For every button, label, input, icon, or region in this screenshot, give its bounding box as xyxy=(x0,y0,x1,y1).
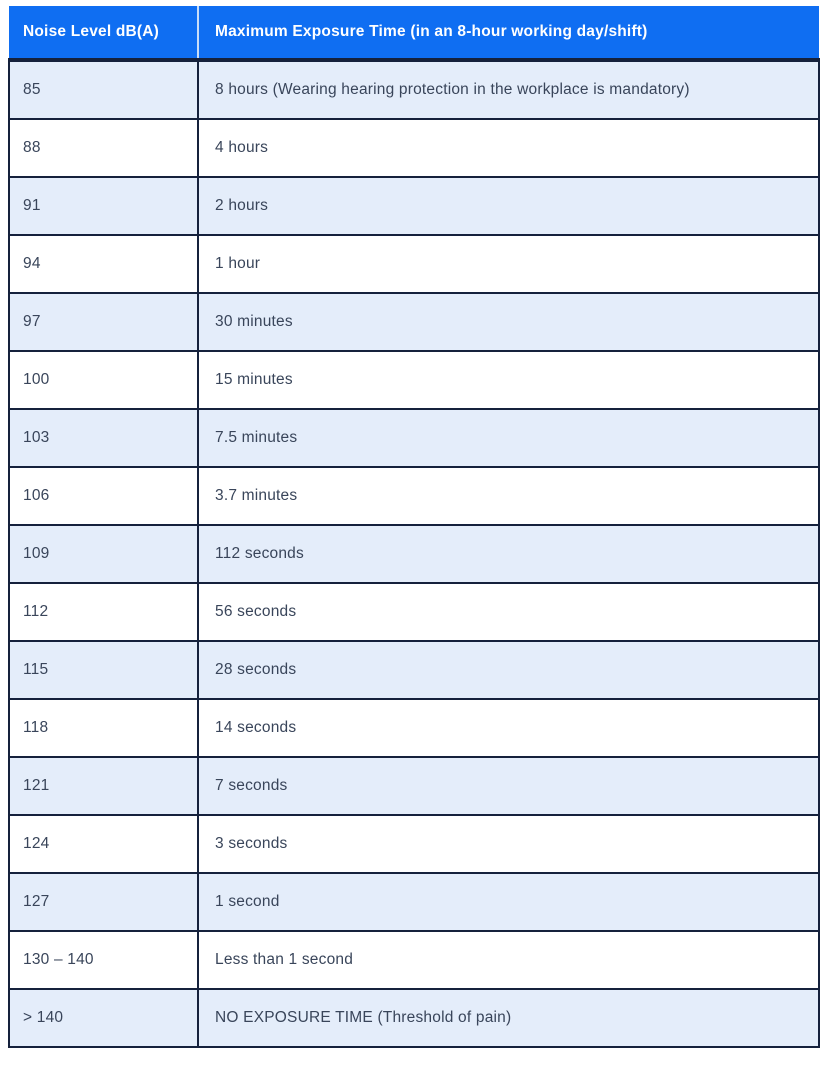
exposure-time-cell: 8 hours (Wearing hearing protection in t… xyxy=(197,59,820,120)
exposure-time-header: Maximum Exposure Time (in an 8-hour work… xyxy=(197,6,819,62)
exposure-time-cell: 7.5 minutes xyxy=(197,408,820,468)
table-row: 127 1 second xyxy=(8,872,820,932)
noise-level-cell: 109 xyxy=(8,524,199,584)
noise-level-cell: 121 xyxy=(8,756,199,816)
exposure-time-cell: 1 second xyxy=(197,872,820,932)
exposure-time-cell: NO EXPOSURE TIME (Threshold of pain) xyxy=(197,988,820,1048)
table-row: 103 7.5 minutes xyxy=(8,408,820,468)
exposure-time-cell: 3 seconds xyxy=(197,814,820,874)
header-row: Noise Level dB(A) Maximum Exposure Time … xyxy=(9,6,819,62)
exposure-time-cell: 112 seconds xyxy=(197,524,820,584)
exposure-time-cell: 7 seconds xyxy=(197,756,820,816)
table-row: 112 56 seconds xyxy=(8,582,820,642)
table-row: 88 4 hours xyxy=(8,118,820,178)
noise-level-cell: 112 xyxy=(8,582,199,642)
exposure-time-cell: Less than 1 second xyxy=(197,930,820,990)
noise-level-cell: 94 xyxy=(8,234,199,294)
exposure-time-cell: 56 seconds xyxy=(197,582,820,642)
table-row: 109 112 seconds xyxy=(8,524,820,584)
noise-level-cell: 100 xyxy=(8,350,199,410)
noise-level-cell: 127 xyxy=(8,872,199,932)
noise-level-cell: 85 xyxy=(8,59,199,120)
exposure-time-cell: 28 seconds xyxy=(197,640,820,700)
exposure-time-cell: 14 seconds xyxy=(197,698,820,758)
table-row: 100 15 minutes xyxy=(8,350,820,410)
table-header: Noise Level dB(A) Maximum Exposure Time … xyxy=(9,6,819,62)
noise-exposure-table-container: Noise Level dB(A) Maximum Exposure Time … xyxy=(8,6,820,1048)
noise-level-cell: 91 xyxy=(8,176,199,236)
noise-exposure-table: Noise Level dB(A) Maximum Exposure Time … xyxy=(8,6,820,1048)
table-row: 115 28 seconds xyxy=(8,640,820,700)
table-row: 85 8 hours (Wearing hearing protection i… xyxy=(8,59,820,120)
noise-level-cell: 97 xyxy=(8,292,199,352)
noise-level-cell: 103 xyxy=(8,408,199,468)
noise-level-cell: 124 xyxy=(8,814,199,874)
exposure-time-cell: 3.7 minutes xyxy=(197,466,820,526)
table-row: 118 14 seconds xyxy=(8,698,820,758)
noise-level-cell: 118 xyxy=(8,698,199,758)
exposure-time-cell: 2 hours xyxy=(197,176,820,236)
table-row: 94 1 hour xyxy=(8,234,820,294)
noise-level-cell: 130 – 140 xyxy=(8,930,199,990)
table-row: 130 – 140 Less than 1 second xyxy=(8,930,820,990)
noise-level-cell: 115 xyxy=(8,640,199,700)
noise-level-cell: 88 xyxy=(8,118,199,178)
table-row: 97 30 minutes xyxy=(8,292,820,352)
table-row: 91 2 hours xyxy=(8,176,820,236)
exposure-time-cell: 4 hours xyxy=(197,118,820,178)
noise-level-cell: 106 xyxy=(8,466,199,526)
table-row: > 140 NO EXPOSURE TIME (Threshold of pai… xyxy=(8,988,820,1048)
exposure-time-cell: 30 minutes xyxy=(197,292,820,352)
table-row: 124 3 seconds xyxy=(8,814,820,874)
noise-level-cell: > 140 xyxy=(8,988,199,1048)
table-row: 106 3.7 minutes xyxy=(8,466,820,526)
table-body: 85 8 hours (Wearing hearing protection i… xyxy=(8,59,820,1048)
table-row: 121 7 seconds xyxy=(8,756,820,816)
exposure-time-cell: 1 hour xyxy=(197,234,820,294)
exposure-time-cell: 15 minutes xyxy=(197,350,820,410)
noise-level-header: Noise Level dB(A) xyxy=(9,6,198,62)
